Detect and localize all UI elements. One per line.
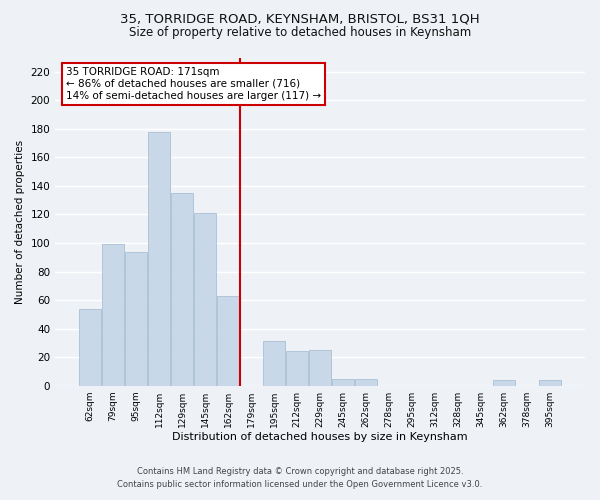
Text: Contains public sector information licensed under the Open Government Licence v3: Contains public sector information licen… (118, 480, 482, 489)
Text: Contains HM Land Registry data © Crown copyright and database right 2025.: Contains HM Land Registry data © Crown c… (137, 467, 463, 476)
Bar (194, 213, 216, 386)
Bar (263, 342, 285, 386)
Bar (79, 308, 101, 386)
Bar (171, 193, 193, 386)
Text: 35 TORRIDGE ROAD: 171sqm
← 86% of detached houses are smaller (716)
14% of semi-: 35 TORRIDGE ROAD: 171sqm ← 86% of detach… (66, 68, 321, 100)
Text: Size of property relative to detached houses in Keynsham: Size of property relative to detached ho… (129, 26, 471, 39)
Bar (102, 244, 124, 386)
X-axis label: Distribution of detached houses by size in Keynsham: Distribution of detached houses by size … (172, 432, 468, 442)
Bar (355, 378, 377, 386)
Y-axis label: Number of detached properties: Number of detached properties (15, 140, 25, 304)
Bar (286, 352, 308, 386)
Bar (493, 380, 515, 386)
Text: 35, TORRIDGE ROAD, KEYNSHAM, BRISTOL, BS31 1QH: 35, TORRIDGE ROAD, KEYNSHAM, BRISTOL, BS… (120, 12, 480, 26)
Bar (148, 132, 170, 386)
Bar (309, 350, 331, 386)
Bar (217, 296, 239, 386)
Bar (332, 378, 354, 386)
Bar (539, 380, 561, 386)
Bar (125, 252, 147, 386)
